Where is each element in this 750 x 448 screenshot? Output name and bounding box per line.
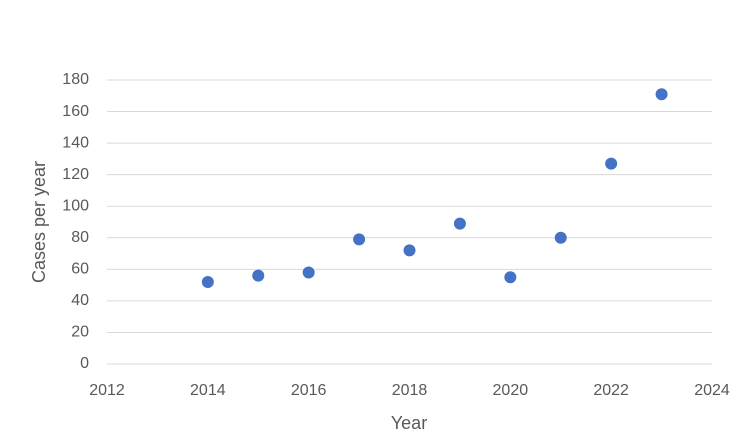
- y-tick-label: 100: [62, 197, 89, 214]
- x-tick-label: 2014: [190, 382, 226, 399]
- y-tick-label: 0: [80, 355, 89, 372]
- scatter-point: [403, 244, 416, 257]
- x-tick-label: 2024: [694, 382, 730, 399]
- y-tick-label: 180: [62, 71, 89, 88]
- y-tick-label: 40: [71, 292, 89, 309]
- scatter-point: [554, 231, 567, 244]
- scatter-point: [252, 269, 265, 282]
- scatter-point: [605, 157, 618, 170]
- x-tick-label: 2018: [392, 382, 428, 399]
- y-tick-label: 120: [62, 166, 89, 183]
- scatter-point: [302, 266, 315, 279]
- y-tick-label: 20: [71, 324, 89, 341]
- y-tick-label: 80: [71, 229, 89, 246]
- y-tick-label: 160: [62, 103, 89, 120]
- scatter-point: [201, 275, 214, 288]
- x-axis-label: Year: [391, 413, 427, 433]
- scatter-point: [504, 271, 517, 284]
- x-tick-label: 2020: [493, 382, 529, 399]
- y-tick-label: 140: [62, 134, 89, 151]
- scatter-point: [655, 88, 668, 101]
- x-tick-label: 2016: [291, 382, 327, 399]
- x-tick-label: 2012: [89, 382, 125, 399]
- scatter-point: [453, 217, 466, 230]
- scatter-point: [353, 233, 366, 246]
- y-tick-label: 60: [71, 261, 89, 278]
- y-axis-label: Cases per year: [29, 161, 49, 283]
- x-tick-label: 2022: [593, 382, 629, 399]
